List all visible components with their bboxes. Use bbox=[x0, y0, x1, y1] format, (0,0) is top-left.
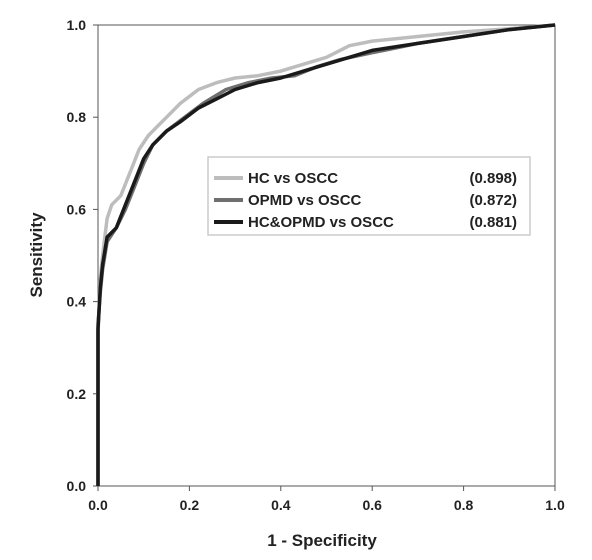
legend-label: HC&OPMD vs OSCC bbox=[248, 214, 394, 231]
x-axis-ticks: 0.0 0.2 0.4 0.6 0.8 1.0 bbox=[88, 486, 565, 513]
x-axis-title: 1 - Specificity bbox=[267, 531, 377, 550]
x-tick-label: 0.0 bbox=[88, 497, 108, 513]
x-tick-label: 0.2 bbox=[180, 497, 200, 513]
y-tick-label: 0.8 bbox=[67, 109, 87, 125]
plot-area bbox=[97, 24, 556, 487]
y-tick-label: 0.4 bbox=[67, 294, 87, 310]
legend-auc-value: (0.872) bbox=[469, 192, 517, 209]
y-axis-ticks: 0.0 0.2 0.4 0.6 0.8 1.0 bbox=[67, 17, 98, 494]
series-line-3 bbox=[96, 23, 556, 486]
x-tick-label: 0.6 bbox=[362, 497, 382, 513]
y-tick-label: 0.6 bbox=[67, 201, 87, 217]
legend-label: HC vs OSCC bbox=[248, 170, 338, 187]
legend: HC vs OSCC (0.898) OPMD vs OSCC (0.872) HC&O… bbox=[207, 156, 531, 236]
series-lines bbox=[96, 23, 556, 486]
y-tick-label: 0.0 bbox=[67, 478, 87, 494]
legend-auc-value: (0.881) bbox=[469, 214, 517, 231]
legend-label: OPMD vs OSCC bbox=[248, 192, 362, 209]
x-tick-label: 0.8 bbox=[454, 497, 474, 513]
legend-auc-value: (0.898) bbox=[469, 170, 517, 187]
y-tick-label: 0.2 bbox=[67, 386, 87, 402]
x-tick-label: 1.0 bbox=[545, 497, 565, 513]
y-axis-title: Sensitivity bbox=[27, 212, 46, 298]
x-tick-label: 0.4 bbox=[271, 497, 291, 513]
y-tick-label: 1.0 bbox=[67, 17, 87, 33]
series-line-1 bbox=[96, 23, 556, 486]
legend-box bbox=[207, 156, 531, 236]
